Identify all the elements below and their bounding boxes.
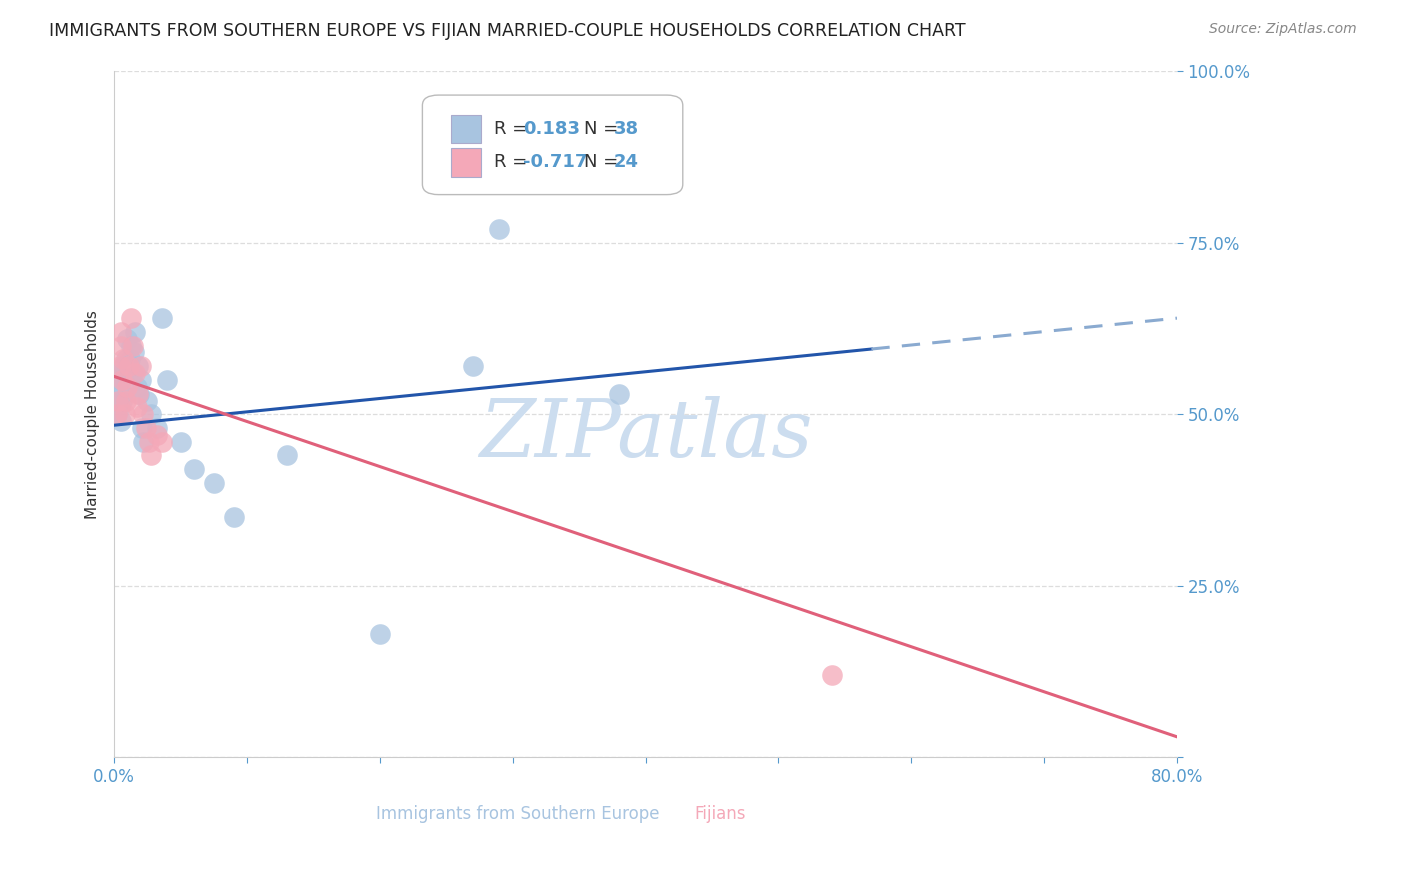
Point: [114, 407, 136, 421]
Point: [145, 421, 167, 435]
Point: [110, 414, 132, 428]
Point: [112, 352, 135, 367]
Point: [129, 373, 152, 387]
Point: [128, 386, 150, 401]
Point: [120, 311, 142, 326]
Point: [121, 366, 143, 380]
Point: [111, 393, 134, 408]
Point: [112, 386, 135, 401]
Text: IMMIGRANTS FROM SOUTHERN EUROPE VS FIJIAN MARRIED-COUPLE HOUSEHOLDS CORRELATION : IMMIGRANTS FROM SOUTHERN EUROPE VS FIJIA…: [49, 22, 966, 40]
Point: [122, 345, 145, 359]
Point: [150, 434, 173, 449]
Text: Source: ZipAtlas.com: Source: ZipAtlas.com: [1209, 22, 1357, 37]
Point: [111, 366, 134, 380]
Point: [368, 627, 391, 641]
Text: R =: R =: [494, 153, 533, 171]
Point: [115, 352, 138, 367]
Text: N =: N =: [583, 153, 624, 171]
Point: [117, 332, 139, 346]
Point: [127, 359, 149, 374]
Text: ZIPatlas: ZIPatlas: [479, 396, 813, 474]
Point: [110, 325, 132, 339]
Point: [132, 407, 155, 421]
Point: [117, 380, 139, 394]
Point: [169, 434, 191, 449]
Point: [276, 449, 298, 463]
Point: [115, 393, 138, 408]
Point: [131, 421, 153, 435]
Point: [141, 407, 163, 421]
Text: -0.717: -0.717: [523, 153, 588, 171]
Point: [820, 668, 842, 682]
Point: [125, 401, 148, 415]
Point: [129, 359, 152, 374]
Y-axis label: Married-couple Households: Married-couple Households: [86, 310, 100, 518]
Point: [156, 373, 179, 387]
Point: [202, 475, 225, 490]
Point: [107, 380, 129, 394]
Point: [488, 222, 510, 236]
Text: 0.183: 0.183: [523, 120, 581, 138]
Point: [145, 427, 167, 442]
Point: [118, 359, 141, 374]
Point: [138, 434, 160, 449]
Text: 38: 38: [613, 120, 638, 138]
Text: R =: R =: [494, 120, 533, 138]
Point: [127, 386, 149, 401]
Text: Fijians: Fijians: [695, 805, 745, 823]
Point: [120, 338, 142, 352]
Point: [110, 338, 132, 352]
Point: [107, 393, 129, 408]
FancyBboxPatch shape: [422, 95, 683, 194]
Point: [105, 407, 128, 421]
Point: [111, 373, 134, 387]
Point: [125, 380, 148, 394]
Point: [124, 325, 146, 339]
FancyBboxPatch shape: [451, 148, 481, 177]
Point: [150, 311, 173, 326]
Point: [183, 462, 205, 476]
Point: [105, 407, 128, 421]
Point: [118, 359, 141, 374]
Point: [135, 421, 157, 435]
Point: [114, 366, 136, 380]
Point: [108, 373, 131, 387]
Point: [136, 393, 159, 408]
Point: [222, 510, 245, 524]
Text: Immigrants from Southern Europe: Immigrants from Southern Europe: [377, 805, 659, 823]
Text: N =: N =: [583, 120, 624, 138]
Point: [112, 359, 135, 374]
Point: [461, 359, 484, 374]
Point: [124, 366, 146, 380]
FancyBboxPatch shape: [451, 115, 481, 144]
Point: [108, 359, 131, 374]
Point: [121, 338, 143, 352]
Point: [607, 386, 630, 401]
Point: [108, 401, 131, 415]
Point: [141, 449, 163, 463]
Point: [132, 434, 155, 449]
Point: [120, 352, 142, 367]
Text: 24: 24: [613, 153, 638, 171]
